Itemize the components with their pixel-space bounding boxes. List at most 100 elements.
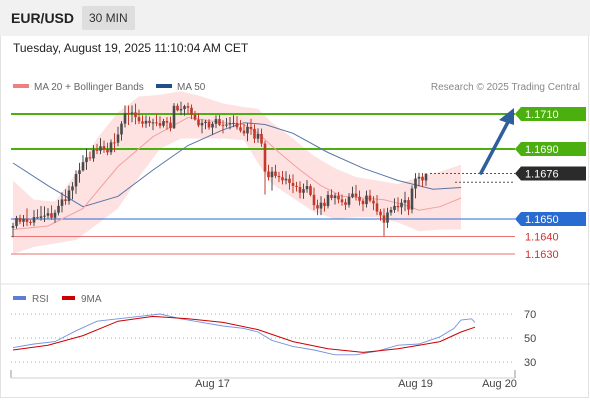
candle [274,164,277,179]
candle-body [379,211,382,216]
candle [270,167,274,191]
candle-body [270,171,274,178]
candle [99,138,102,155]
candle-body [281,177,284,181]
ma9-legend-label: 9MA [81,294,102,305]
candle-body [267,171,270,178]
candle [158,116,162,129]
candle-body [95,149,99,151]
timeframe-badge[interactable]: 30 MIN [82,6,135,30]
candle [211,121,214,135]
candle-body [22,218,25,222]
candle [403,191,407,212]
candle [249,118,253,135]
candle [260,128,263,147]
x-axis-label: Aug 19 [398,378,433,390]
candle [169,116,172,132]
candle-body [407,200,410,210]
candle [347,193,351,208]
candle [284,171,288,185]
candle [407,197,410,216]
candle-body [305,186,309,190]
source-credit: Research © 2025 Trading Central [431,82,580,93]
candle-body [368,195,372,201]
bollinger-band [13,91,461,254]
rsi-pane: 70 50 30 [11,309,536,369]
x-axis-label: Aug 20 [482,378,517,390]
candle-body [214,119,218,124]
price-label-text: 1.1640 [525,232,559,244]
candle [151,118,155,131]
candle [130,105,134,123]
candle-body [326,194,330,207]
candle-body [277,175,281,178]
candle-body [148,120,151,123]
candle [113,133,116,153]
candle [281,171,284,185]
candle-body [263,143,267,172]
price-label-box [515,166,586,181]
candle [67,185,71,205]
candle [43,206,46,222]
candle [232,115,235,128]
candle-body [316,205,319,209]
candle-body [78,170,81,175]
ma50-legend-label: MA 50 [177,82,206,93]
candle-body [347,196,351,205]
candle [246,122,249,142]
candle [186,102,190,115]
candle-body [274,171,277,176]
candle [134,103,137,125]
candle [179,101,183,116]
price-label-box [515,142,586,156]
candles [11,101,428,238]
candle-body [85,157,88,163]
candle-body [340,199,344,203]
candle [316,199,319,216]
candle [36,209,39,219]
price-label-text: 1.1690 [525,144,559,156]
candle [193,111,197,121]
candle [53,209,57,223]
price-label-box [515,107,586,121]
candle [417,172,421,187]
candle-body [60,199,64,206]
candle-body [351,193,354,197]
candle-body [288,178,291,183]
candle [400,198,403,215]
price-label-1-1650: 1.1650 [515,212,586,226]
candle [148,116,151,127]
candle [295,181,298,192]
forecast-arrow-shaft [479,120,510,175]
candle-body [179,109,183,111]
candle [365,190,368,208]
candle-body [291,182,295,186]
candle [340,194,344,206]
candle-body [162,121,165,126]
candle-body [228,123,232,125]
candle [183,104,186,116]
candle-body [246,126,249,134]
candle [120,121,123,141]
ma20-legend-swatch [13,84,29,88]
candle-body [130,112,134,114]
rsi-legend-label: RSI [32,294,49,305]
candle-body [207,121,211,128]
candle-body [134,112,137,118]
candle [85,148,88,170]
candle [302,183,305,199]
candle-body [141,121,144,124]
candle [74,170,78,194]
candle-body [88,157,92,159]
candle-body [361,200,365,205]
price-label-text: 1.1710 [525,109,559,121]
candle [382,208,386,237]
candle [242,123,246,136]
candle [81,155,85,172]
candle-body [400,202,403,208]
candle-body [39,216,43,218]
candle [197,113,200,128]
candle [162,118,165,128]
candle-body [211,123,214,128]
candle-body [249,126,253,129]
